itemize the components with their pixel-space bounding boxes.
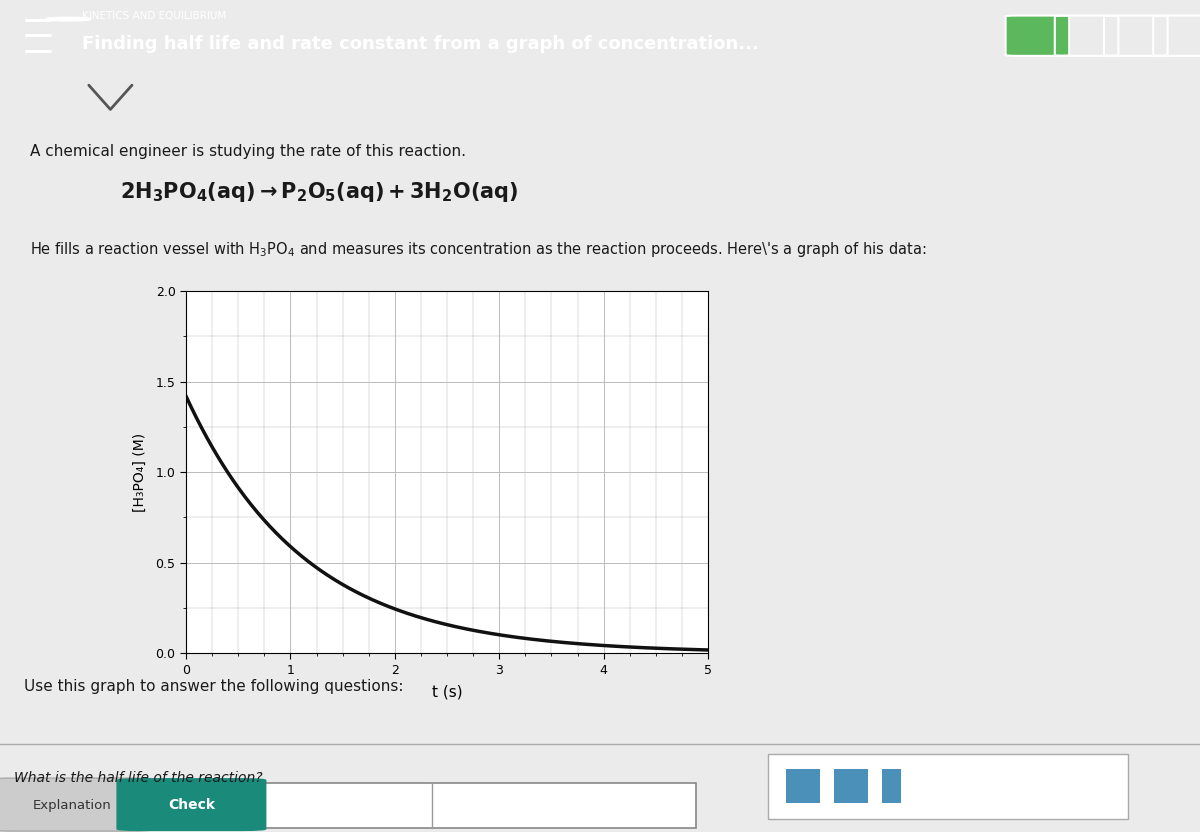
Bar	[882, 769, 901, 803]
Text: What is the half life of the reaction?: What is the half life of the reaction?	[14, 771, 263, 785]
Bar	[834, 769, 868, 803]
Text: Use this graph to answer the following questions:: Use this graph to answer the following q…	[24, 679, 403, 694]
Text: Finding half life and rate constant from a graph of concentration...: Finding half life and rate constant from…	[82, 35, 758, 53]
FancyBboxPatch shape	[0, 778, 152, 831]
Text: KINETICS AND EQUILIBRIUM: KINETICS AND EQUILIBRIUM	[82, 11, 226, 21]
Text: He fills a reaction vessel with $\mathrm{H_3PO_4}$ and measures its concentratio: He fills a reaction vessel with $\mathrm…	[30, 240, 926, 260]
FancyBboxPatch shape	[116, 778, 266, 831]
Text: Check: Check	[168, 798, 216, 812]
Text: $\mathbf{2H_3PO_4}$$\mathbf{(aq)}$$\mathbf{\rightarrow P_2O_5(aq)+3H_2O(aq)}$: $\mathbf{2H_3PO_4}$$\mathbf{(aq)}$$\math…	[120, 181, 518, 205]
X-axis label: t (s): t (s)	[432, 685, 462, 700]
FancyBboxPatch shape	[1006, 16, 1069, 56]
Text: A chemical engineer is studying the rate of this reaction.: A chemical engineer is studying the rate…	[30, 144, 466, 159]
Bar	[786, 769, 820, 803]
Bar	[768, 754, 1128, 819]
Bar	[12, 784, 696, 829]
Y-axis label: [H₃PO₄] (M): [H₃PO₄] (M)	[133, 433, 148, 512]
Text: Explanation: Explanation	[32, 799, 112, 811]
